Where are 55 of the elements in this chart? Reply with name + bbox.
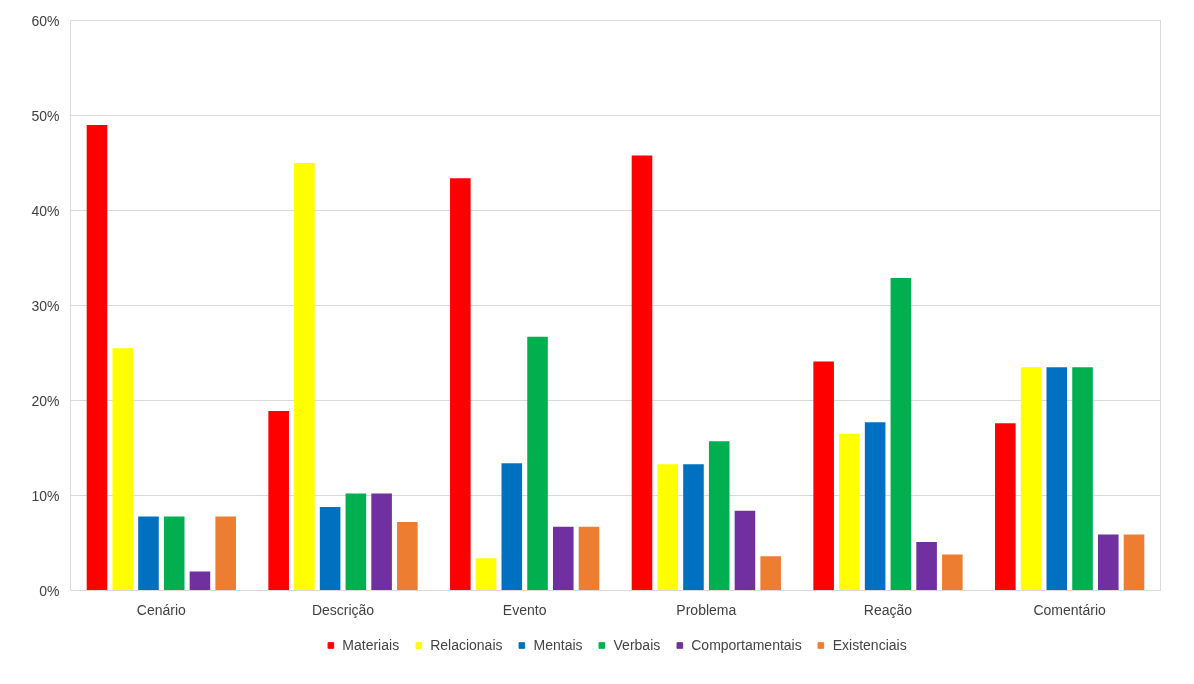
bar	[864, 422, 886, 591]
bar	[631, 155, 653, 591]
bar	[345, 493, 367, 591]
x-tick-label: Problema	[676, 601, 737, 618]
y-tick-label: 30%	[31, 297, 60, 314]
bar	[708, 441, 730, 591]
y-tick-label: 60%	[31, 12, 60, 29]
bar	[450, 178, 471, 591]
legend-label: Verbais	[613, 637, 661, 653]
legend-label: Existenciais	[832, 637, 907, 653]
bar	[942, 554, 963, 591]
bar	[319, 506, 341, 591]
legend-label: Relacionais	[430, 637, 503, 653]
y-tick-label: 40%	[31, 202, 60, 219]
bar	[501, 463, 523, 591]
bar	[578, 526, 600, 591]
bar	[527, 336, 548, 591]
bar	[1072, 367, 1093, 591]
bar	[215, 516, 236, 591]
bar	[163, 516, 185, 591]
bar	[1123, 534, 1145, 591]
x-tick-label: Descrição	[311, 601, 375, 618]
bar	[189, 571, 211, 591]
bar	[552, 526, 574, 591]
legend-label: Mentais	[533, 637, 583, 653]
bar	[839, 433, 860, 591]
y-tick-label: 50%	[31, 107, 60, 124]
bar	[916, 542, 937, 591]
bar	[138, 516, 159, 591]
bar	[657, 464, 679, 591]
bar	[683, 464, 704, 591]
bar	[1020, 367, 1042, 591]
x-tick-label: Comentário	[1033, 601, 1107, 618]
bar	[1097, 534, 1119, 591]
legend-label: Comportamentais	[691, 637, 802, 653]
bar	[995, 423, 1016, 591]
bar	[371, 493, 392, 591]
bar	[294, 163, 315, 591]
legend-label: Materiais	[342, 637, 400, 653]
bar	[1046, 367, 1068, 591]
x-tick-label: Reação	[863, 601, 913, 618]
bar	[890, 277, 912, 591]
y-tick-label: 20%	[31, 392, 60, 409]
bar	[86, 125, 108, 591]
bar	[813, 361, 834, 591]
x-tick-label: Cenário	[136, 601, 187, 618]
bar	[475, 558, 497, 591]
y-tick-label: 0%	[39, 582, 60, 599]
x-tick-label: Evento	[502, 601, 547, 618]
bar	[397, 522, 418, 591]
bar	[760, 556, 781, 591]
bar	[268, 410, 289, 591]
bar	[112, 348, 134, 591]
y-tick-label: 10%	[31, 487, 60, 504]
bar	[734, 510, 756, 591]
